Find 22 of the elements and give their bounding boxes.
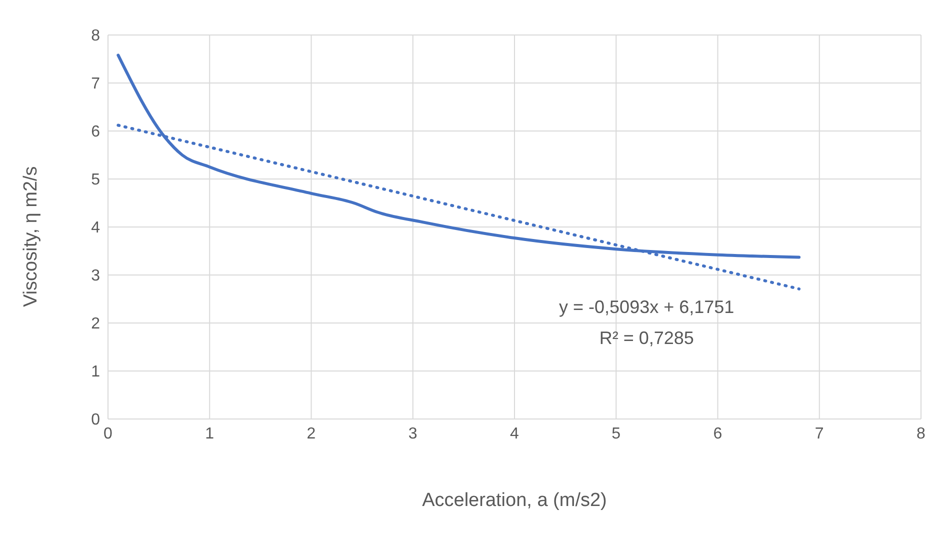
x-axis-title: Acceleration, a (m/s2) — [422, 490, 607, 511]
x-tick-label: 2 — [306, 425, 316, 442]
y-tick-label: 8 — [91, 28, 100, 45]
x-tick-label: 0 — [104, 425, 113, 442]
annotation: R² = 0,7285 — [598, 328, 695, 349]
y-axis-title: Viscosity, η m2/s — [20, 166, 42, 307]
x-tick-label: 5 — [612, 425, 621, 442]
y-tick-label: 0 — [91, 412, 100, 429]
y-tick-label: 7 — [91, 76, 100, 93]
y-tick-label: 3 — [91, 268, 100, 285]
x-tick-label: 7 — [814, 425, 824, 442]
x-tick-label: 8 — [916, 425, 926, 442]
x-tick-label: 3 — [408, 425, 418, 442]
x-tick-label: 1 — [205, 425, 214, 442]
x-tick-label: 4 — [510, 425, 520, 442]
y-tick-label: 5 — [91, 172, 100, 189]
x-tick-label: 6 — [713, 425, 722, 442]
y-tick-label: 4 — [91, 220, 100, 237]
y-tick-label: 2 — [91, 316, 100, 333]
y-tick-label: 1 — [91, 364, 100, 381]
y-tick-label: 6 — [91, 124, 100, 141]
annotation: y = -0,5093x + 6,1751 — [558, 296, 736, 318]
